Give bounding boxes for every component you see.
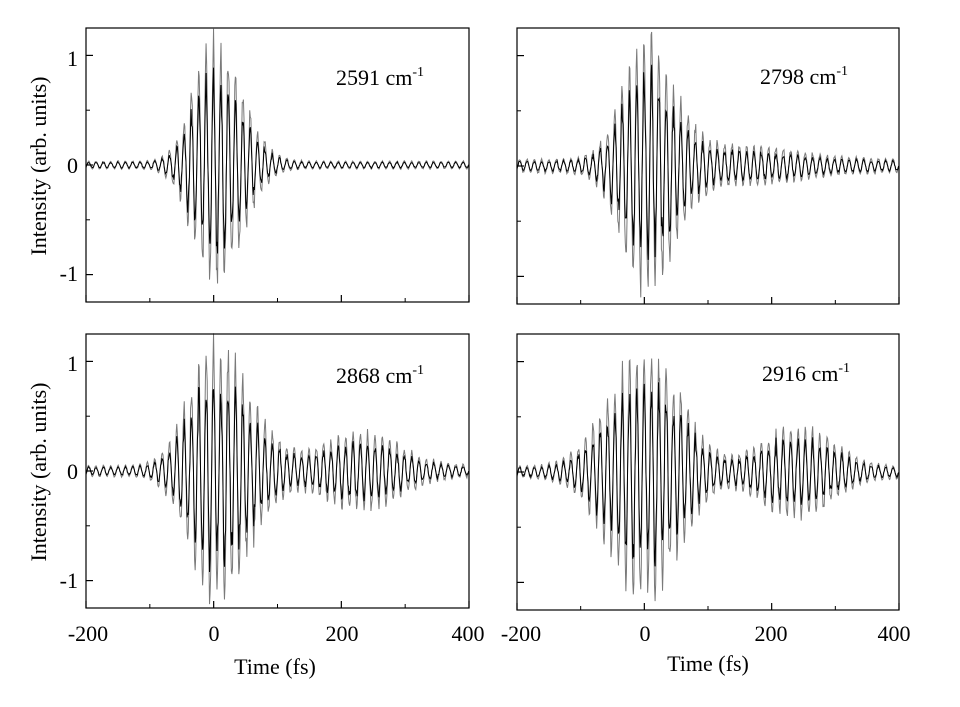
xtick-label-bottom-right-400: 400 — [878, 621, 911, 646]
xtick-label-bottom-right-0: 0 — [640, 621, 651, 646]
trace-bottom-left — [85, 333, 470, 605]
ytick-label-bottom-left-zero: 0 — [67, 459, 78, 484]
ytick-label-top-left-pos1: 1 — [67, 46, 78, 71]
interferogram-core-trace — [516, 64, 900, 260]
xtick-label-bottom-right-neg200: -200 — [501, 621, 541, 646]
ticks-top-left — [85, 54, 470, 302]
x-axis-label-bottom-left: Time (fs) — [234, 654, 316, 679]
panel-top-left: 1 0 -1 2591 cm-1 — [60, 27, 470, 303]
annotation-number: 2798 — [760, 64, 804, 89]
ticks-bottom-right — [516, 361, 900, 610]
ytick-label-top-left-zero: 0 — [67, 153, 78, 178]
panel-bottom-right: -200 0 200 400 Time (fs) 2916 cm-1 — [501, 333, 911, 676]
annotation-top-left: 2591 cm-1 — [336, 65, 424, 90]
xtick-label-bottom-left-400: 400 — [452, 621, 485, 646]
annotation-unit: cm — [386, 363, 413, 388]
interferogram-core-trace — [85, 67, 470, 254]
y-axis-label-top-left: Intensity (arb. units) — [26, 76, 51, 255]
xtick-label-bottom-right-200: 200 — [755, 621, 788, 646]
interferogram-core-trace — [516, 382, 900, 567]
xtick-label-bottom-left-200: 200 — [326, 621, 359, 646]
ticks-bottom-left — [85, 360, 470, 608]
annotation-number: 2591 — [336, 65, 380, 90]
y-axis-label-bottom-left: Intensity (arb. units) — [26, 382, 51, 561]
annotation-unit: cm — [812, 361, 839, 386]
annotation-bottom-right: 2916 cm-1 — [762, 361, 850, 386]
x-axis-label-bottom-right: Time (fs) — [667, 651, 749, 676]
annotation-bottom-left: 2868 cm-1 — [336, 363, 424, 388]
trace-top-right — [516, 31, 900, 298]
panel-bottom-left: 1 0 -1 -200 0 200 400 Time (fs) 2868 cm-… — [60, 333, 485, 679]
annotation-number: 2916 — [762, 361, 806, 386]
panel-top-right: 2798 cm-1 — [516, 27, 900, 305]
annotation-unit: cm — [386, 65, 413, 90]
ytick-label-bottom-left-neg1: -1 — [60, 568, 78, 593]
trace-top-left — [85, 28, 470, 284]
annotation-exponent: -1 — [838, 361, 850, 376]
annotation-exponent: -1 — [412, 363, 424, 378]
annotation-top-right: 2798 cm-1 — [760, 64, 848, 89]
annotation-unit: cm — [810, 64, 837, 89]
annotation-exponent: -1 — [836, 64, 848, 79]
annotation-number: 2868 — [336, 363, 380, 388]
interferogram-core-trace — [85, 386, 470, 572]
annotation-exponent: -1 — [412, 65, 424, 80]
xtick-label-bottom-left-0: 0 — [209, 621, 220, 646]
ytick-label-bottom-left-pos1: 1 — [67, 351, 78, 376]
xtick-label-bottom-left-neg200: -200 — [68, 621, 108, 646]
ytick-label-top-left-neg1: -1 — [60, 261, 78, 286]
trace-bottom-right — [516, 358, 900, 602]
ticks-top-right — [516, 54, 900, 304]
